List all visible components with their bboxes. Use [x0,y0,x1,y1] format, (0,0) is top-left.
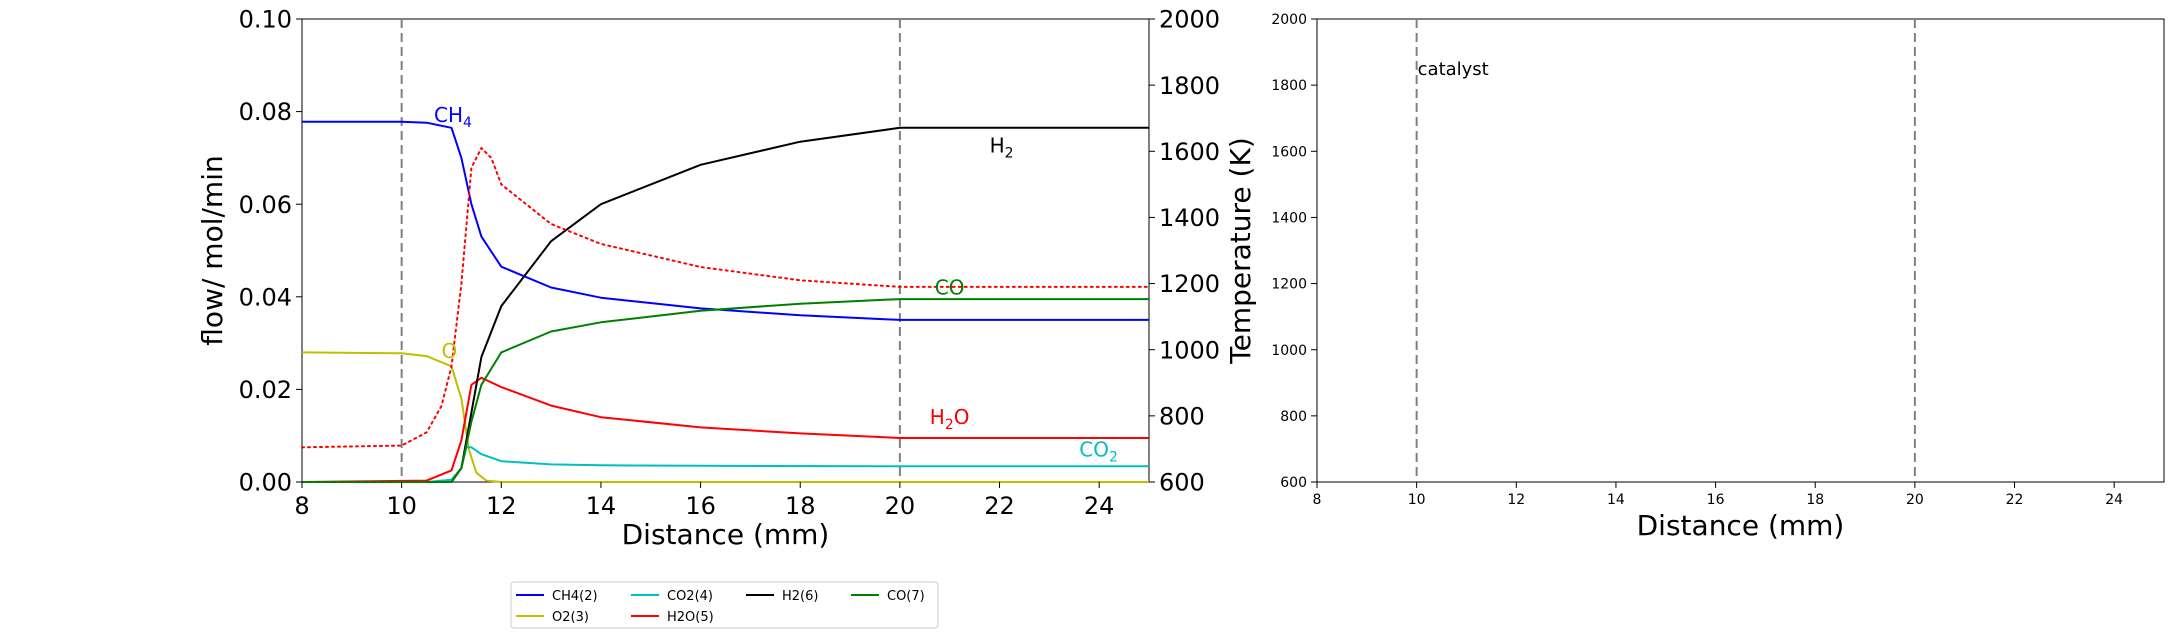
series-line-co7 [302,298,1149,483]
left-species-annotations: CH4 O H2 CO H2O CO2 [434,103,1118,466]
x-tick-label: 10 [1408,492,1426,508]
x-tick-label: 20 [1906,492,1924,508]
species-annotation: CO [935,275,965,299]
x-tick-label: 14 [1607,492,1625,508]
catalyst-annotation: catalyst [1418,59,1489,80]
y-tick-label: 1800 [1159,72,1220,100]
y-tick-label: 600 [1280,475,1307,491]
x-tick-label: 24 [1084,492,1115,520]
series-line-temperature [301,147,1150,449]
left-series-lines [301,120,1150,483]
y-tick-label: 0.06 [239,191,292,219]
legend-box [510,581,939,629]
series-line-h2o5 [301,376,1149,483]
x-tick-label: 8 [1313,492,1322,508]
right-chart-catalyst: 8 10 12 14 16 18 20 22 24 600 800 1000 1200 1400 1600… [1271,12,2165,542]
y-tick-label: 1400 [1271,210,1307,226]
species-annotation: CO2 [1079,438,1118,466]
left-y2-axis-label: Temperature (K) [1224,137,1257,364]
legend-label: CH4(2) [552,589,598,604]
legend-label: H2O(5) [667,610,714,625]
series-line-ch42 [302,120,1149,321]
x-tick-label: 14 [586,492,617,520]
legend-label: O2(3) [552,610,589,625]
y-tick-label: 2000 [1271,12,1307,28]
x-tick-label: 10 [386,492,417,520]
legend-entry: H2(6) [746,589,818,604]
x-tick-label: 22 [984,492,1015,520]
y-tick-label: 1000 [1271,343,1307,359]
y-tick-label: 1200 [1271,277,1307,293]
x-tick-label: 8 [294,492,309,520]
y-tick-label: 0.00 [239,469,292,497]
y-tick-label: 800 [1159,402,1205,430]
y-tick-label: 1800 [1271,78,1307,94]
y-tick-label: 0.02 [239,376,292,404]
species-annotation: H2O [930,405,970,433]
legend-entry: H2O(5) [631,610,714,625]
left-y-axis-label: flow/ mol/min [196,155,229,345]
left-y-ticks: 0.00 0.02 0.04 0.06 0.08 0.10 [239,6,302,497]
y-tick-label: 1000 [1159,336,1220,364]
x-tick-label: 22 [2006,492,2024,508]
y-tick-label: 1400 [1159,204,1220,232]
x-tick-label: 16 [1707,492,1725,508]
legend-entry: CH4(2) [516,589,598,604]
x-tick-label: 24 [2105,492,2123,508]
species-annotation: O [442,339,458,363]
legend-entry: O2(3) [516,610,589,625]
left-y2-ticks: 600 800 1000 1200 1400 1600 1800 2000 [1149,6,1220,497]
species-annotation: CH4 [434,103,472,131]
right-vertical-marker-lines [1415,19,1916,482]
left-x-ticks: 8 10 12 14 16 18 20 22 24 [294,482,1114,520]
y-tick-label: 600 [1159,469,1205,497]
legend-label: CO2(4) [667,589,713,604]
y-tick-label: 0.04 [239,283,292,311]
left-x-axis-label: Distance (mm) [622,518,830,551]
left-vertical-marker-lines [400,19,901,482]
y-tick-label: 0.08 [239,98,292,126]
legend-entry: CO(7) [851,589,925,604]
x-tick-label: 18 [1806,492,1824,508]
right-plot-frame [1316,18,2165,483]
legend-label: CO(7) [887,589,925,604]
legend-label: H2(6) [782,589,818,604]
right-x-axis-label: Distance (mm) [1637,509,1845,542]
legend-entries: CH4(2) CO2(4) H2(6) CO(7) O2(3) H2O(5) [516,589,925,625]
x-tick-label: 18 [785,492,816,520]
y-tick-label: 2000 [1159,6,1220,34]
species-annotation: H2 [990,133,1014,161]
y-tick-label: 0.10 [239,6,292,34]
series-line-o23 [301,351,1149,483]
right-y-ticks: 600 800 1000 1200 1400 1600 1800 2000 [1271,12,1317,491]
left-plot-frame [301,18,1150,483]
legend: CH4(2) CO2(4) H2(6) CO(7) O2(3) H2O(5) [510,581,939,629]
y-tick-label: 1200 [1159,270,1220,298]
y-tick-label: 800 [1280,409,1307,425]
right-annotations: catalyst [1418,59,1489,80]
x-tick-label: 16 [685,492,716,520]
y-tick-label: 1600 [1159,138,1220,166]
series-line-co24 [302,446,1149,483]
legend-entry: CO2(4) [631,589,713,604]
x-tick-label: 20 [885,492,916,520]
x-tick-label: 12 [1507,492,1525,508]
y-tick-label: 1600 [1271,144,1307,160]
right-x-ticks: 8 10 12 14 16 18 20 22 24 [1313,482,2123,508]
x-tick-label: 12 [486,492,517,520]
left-chart-flow-temperature: 8 10 12 14 16 18 20 22 24 0.000.020.040.060.080.… [196,6,1257,551]
